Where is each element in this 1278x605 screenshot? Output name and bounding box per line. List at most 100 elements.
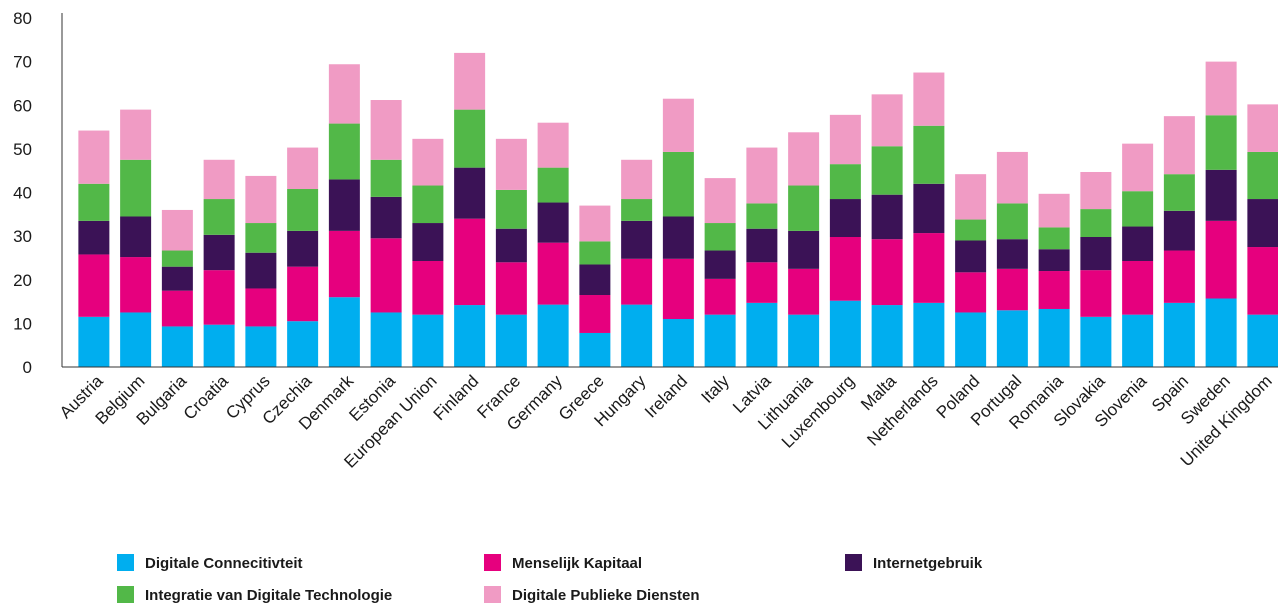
bar-segment [955, 312, 987, 367]
bar-segment [287, 147, 319, 190]
bar-segment [245, 326, 277, 367]
bar-segment [161, 326, 193, 367]
bar-segment [1163, 302, 1195, 367]
bar-segment [537, 167, 569, 203]
bar-segment [1247, 247, 1278, 315]
bar-segment [203, 234, 235, 271]
bar-segment [537, 122, 569, 168]
bar-segment [120, 109, 152, 160]
bar-segment [454, 52, 486, 110]
bar-segment [704, 250, 736, 279]
bar-segment [788, 230, 820, 269]
bar-segment [1038, 249, 1070, 272]
bar-segment [746, 228, 778, 263]
bar-segment [662, 258, 694, 320]
y-tick-label: 40 [13, 184, 32, 203]
bar-segment [495, 138, 527, 190]
bar-segment [454, 167, 486, 219]
bar-segment [621, 159, 653, 200]
x-tick-label: Croatia [180, 371, 233, 424]
bar-segment [788, 268, 820, 315]
bar-segment [203, 199, 235, 235]
bar-segment [704, 314, 736, 367]
bar-segment [245, 223, 277, 253]
bar-segment [579, 241, 611, 265]
bar-segment [621, 258, 653, 305]
bar-segment [955, 219, 987, 241]
bar-segment [829, 199, 861, 237]
bar-segment [913, 72, 945, 126]
legend-swatch [484, 586, 501, 603]
bar-segment [996, 203, 1028, 240]
bar-segment [245, 175, 277, 224]
bar-segment [746, 262, 778, 303]
bar-segment [287, 266, 319, 322]
bar-segment [287, 230, 319, 267]
bar-segment [1122, 226, 1154, 261]
bar-segment [1122, 260, 1154, 315]
bar-segment [955, 174, 987, 220]
bar-segment [662, 98, 694, 152]
bar-segment [871, 305, 903, 367]
bar-segment [1205, 61, 1237, 116]
bar-segment [245, 288, 277, 327]
bar-segment [788, 185, 820, 231]
y-tick-label: 80 [13, 9, 32, 28]
bar-segment [746, 203, 778, 229]
bar-segment [78, 316, 110, 367]
bar-segment [328, 123, 360, 180]
bar-segment [996, 151, 1028, 204]
y-tick-label: 50 [13, 140, 32, 159]
bar-segment [161, 266, 193, 291]
bar-segment [1080, 171, 1112, 210]
bar-segment [871, 194, 903, 240]
bar-segment [78, 254, 110, 317]
bar-segment [161, 250, 193, 267]
bar-segment [537, 202, 569, 243]
bar-segment [1163, 250, 1195, 303]
bar-segment [454, 305, 486, 367]
bar-segment [370, 100, 402, 160]
bar-segment [913, 233, 945, 303]
bar-segment [788, 314, 820, 367]
bar-segment [913, 183, 945, 234]
bar-segment [203, 324, 235, 367]
bar-segment [1080, 270, 1112, 317]
bar-segment [829, 300, 861, 367]
bar-segment [537, 242, 569, 305]
bar-segment [621, 220, 653, 259]
bar-segment [120, 159, 152, 217]
bar-segment [1038, 193, 1070, 228]
bar-segment [662, 319, 694, 367]
bar-segment [412, 314, 444, 367]
legend-swatch [117, 586, 134, 603]
bar-segment [996, 310, 1028, 367]
bar-segment [1122, 191, 1154, 227]
legend-label: Digitale Connecitivteit [145, 555, 303, 572]
bar-segment [161, 209, 193, 251]
bar-segment [120, 216, 152, 258]
bar-segment [621, 199, 653, 221]
bar-segment [1247, 199, 1278, 248]
bar-segment [1038, 227, 1070, 250]
bar-segment [161, 290, 193, 327]
bar-segment [579, 205, 611, 242]
bar-segment [662, 216, 694, 259]
bar-segment [203, 270, 235, 325]
legend-label: Digitale Publieke Diensten [512, 587, 700, 604]
bar-segment [788, 132, 820, 186]
x-tick-label: Finland [430, 371, 483, 424]
legend-swatch [117, 554, 134, 571]
x-tick-label: Ireland [641, 371, 691, 421]
bar-segment [1205, 298, 1237, 367]
y-tick-label: 30 [13, 227, 32, 246]
bar-segment [412, 260, 444, 315]
bar-segment [454, 109, 486, 168]
bar-segment [1247, 151, 1278, 200]
bar-segment [955, 240, 987, 273]
bar-segment [1205, 115, 1237, 170]
bar-segment [662, 151, 694, 217]
bar-segment [829, 164, 861, 200]
bar-segment [704, 178, 736, 224]
